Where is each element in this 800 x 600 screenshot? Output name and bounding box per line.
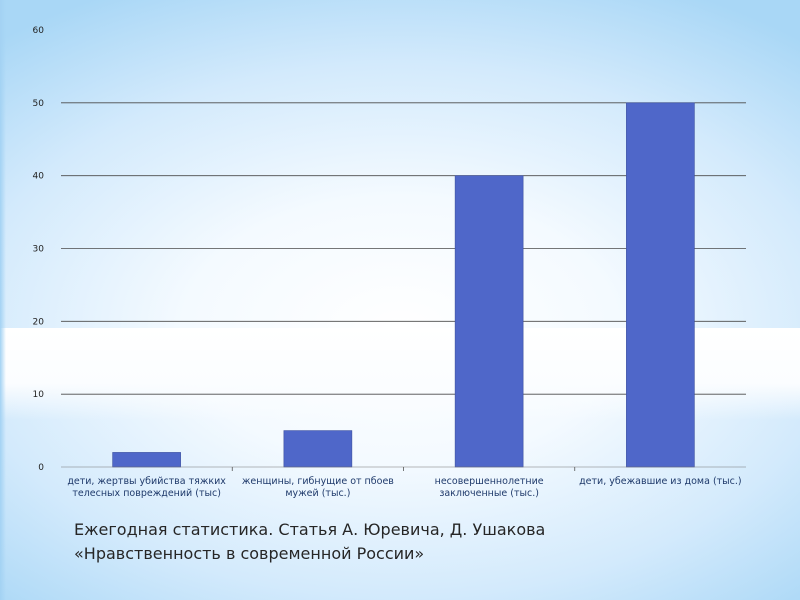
bar [283,430,353,468]
bar [454,175,524,468]
x-axis [61,466,746,471]
y-tick-label: 30 [33,245,45,255]
y-tick-label: 50 [33,99,45,109]
bar [626,102,695,468]
caption: Ежегодная статистика. Статья А. Юревича,… [74,518,694,566]
x-category-label: несовершеннолетние заключенные (тыс.) [435,476,544,499]
y-axis-ticks: 0 10 20 30 40 50 60 [33,26,45,473]
y-tick-label: 10 [33,390,45,400]
x-category-label-line: дети, убежавшие из дома (тыс.) [579,476,742,487]
x-category-label-line: телесных повреждений (тыс) [72,488,221,499]
x-category-label-line: мужей (тыс.) [285,488,350,499]
y-tick-label: 20 [33,317,45,327]
y-tick-label: 0 [38,463,44,473]
background-left-edge [0,0,6,600]
x-category-label-line: женщины, гибнущие от пбоев [242,476,394,487]
bar [112,452,181,468]
x-category-label-line: дети, жертвы убийства тяжких [67,476,226,487]
caption-line-1: Ежегодная статистика. Статья А. Юревича,… [74,520,546,539]
x-category-label: дети, жертвы убийства тяжких телесных пов… [67,476,226,499]
y-tick-label: 60 [33,26,45,36]
x-axis-labels: дети, жертвы убийства тяжких телесных пов… [67,476,741,499]
x-category-label-line: несовершеннолетние [435,476,544,487]
y-tick-label: 40 [33,172,45,182]
x-category-label: женщины, гибнущие от пбоев мужей (тыс.) [242,476,394,499]
caption-line-2: «Нравственность в современной России» [74,544,425,563]
x-category-label-line: заключенные (тыс.) [439,488,539,499]
x-category-label: дети, убежавшие из дома (тыс.) [579,476,742,487]
bars [112,102,695,468]
